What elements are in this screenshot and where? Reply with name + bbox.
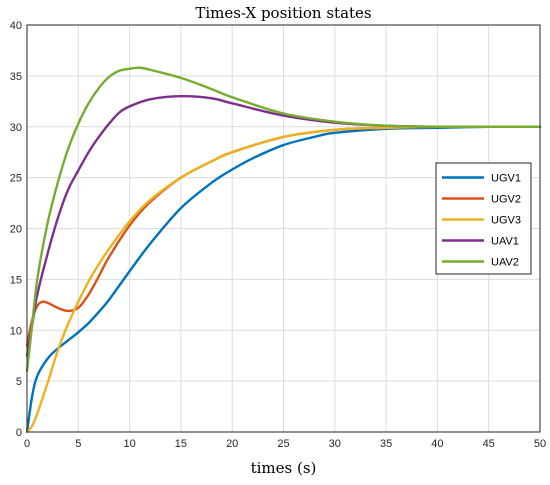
- y-tick-label: 15: [10, 274, 22, 286]
- legend-label-ugv2: UGV2: [491, 194, 521, 206]
- x-tick-label: 40: [431, 438, 443, 450]
- x-tick-label: 30: [329, 438, 341, 450]
- legend-label-uav2: UAV2: [491, 257, 519, 269]
- x-tick-label: 10: [123, 438, 135, 450]
- y-axis-tick-labels: 0 5 10 15 20 25 30 35 40: [10, 20, 22, 439]
- y-tick-label: 40: [10, 20, 22, 32]
- plot-area-border: [26, 24, 541, 433]
- series-line-ugv1: [25, 125, 542, 434]
- legend-label-uav1: UAV1: [491, 236, 519, 248]
- y-tick-label: 35: [10, 71, 22, 83]
- series-line-uav2: [25, 66, 542, 373]
- series-line-ugv3: [25, 125, 542, 434]
- x-tick-label: 5: [75, 438, 81, 450]
- chart-title: Times-X position states: [195, 4, 371, 22]
- y-tick-label: 10: [10, 325, 22, 337]
- legend: UGV1 UGV2 UGV3 UAV1 UAV2: [435, 162, 532, 275]
- x-axis-tick-labels: 0 5 10 15 20 25 30 35 40 45 50: [24, 438, 546, 450]
- x-tick-label: 45: [483, 438, 495, 450]
- series-lines: [25, 66, 542, 434]
- x-tick-label: 20: [226, 438, 238, 450]
- legend-label-ugv3: UGV3: [491, 215, 521, 227]
- x-tick-label: 0: [24, 438, 30, 450]
- y-tick-label: 30: [10, 122, 22, 134]
- y-tick-label: 25: [10, 173, 22, 185]
- x-tick-label: 35: [380, 438, 392, 450]
- x-tick-label: 50: [534, 438, 546, 450]
- x-tick-label: 15: [175, 438, 187, 450]
- x-tick-label: 25: [277, 438, 289, 450]
- y-tick-label: 0: [16, 427, 22, 439]
- y-tick-label: 5: [16, 376, 22, 388]
- y-tick-label: 20: [10, 224, 22, 236]
- legend-label-ugv1: UGV1: [491, 173, 521, 185]
- x-axis-label: times (s): [251, 459, 317, 477]
